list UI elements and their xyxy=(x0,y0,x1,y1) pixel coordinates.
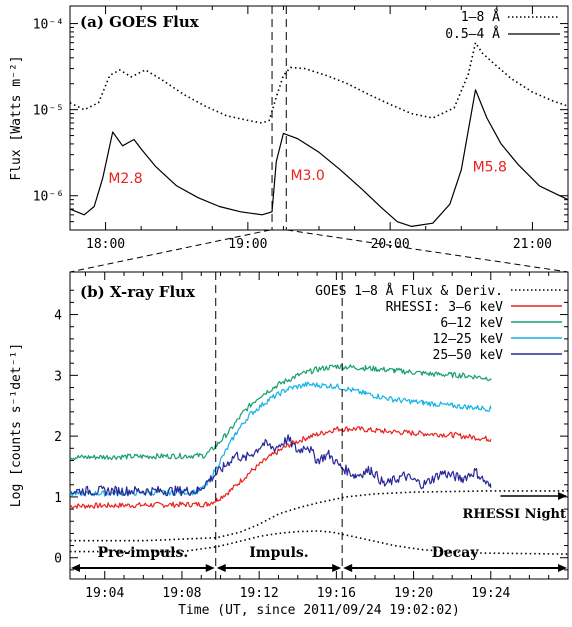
flare-annotation-1: M3.0 xyxy=(290,168,324,184)
phase-arrowhead-right-0 xyxy=(205,564,215,572)
a-xtick-label: 18:00 xyxy=(86,237,125,252)
b-xtick-label: 19:04 xyxy=(85,586,124,601)
b-ytick-label: 1 xyxy=(54,491,62,506)
b-xtick-label: 19:24 xyxy=(471,586,510,601)
zoom-line-left xyxy=(69,229,271,273)
a-series-1 xyxy=(69,89,569,227)
panel-a-x-axis: 18:00 19:00 20:00 21:00 xyxy=(69,6,569,252)
panel-a-series xyxy=(69,6,569,230)
phase-arrowhead-left-0 xyxy=(71,564,80,572)
panel-a-title: (a) GOES Flux xyxy=(80,13,200,31)
b-ytick-label: 0 xyxy=(54,552,62,567)
panel-b-legend: GOES 1–8 Å Flux & Deriv.RHESSI: 3–6 keV6… xyxy=(315,283,562,363)
legend-b-label-3: 12–25 keV xyxy=(433,332,504,347)
b-ytick-label: 4 xyxy=(54,309,62,324)
b-series-5 xyxy=(69,434,492,497)
phase-label-2: Decay xyxy=(432,545,480,561)
panel-b-series xyxy=(69,364,569,555)
panel-a-y-axis: 10⁻⁶ 10⁻⁵ 10⁻⁴ xyxy=(33,18,568,231)
b-ytick-label: 3 xyxy=(54,369,62,384)
b-xtick-label: 19:08 xyxy=(162,586,201,601)
phase-arrowhead-right-1 xyxy=(332,564,342,572)
b-series-2 xyxy=(69,426,492,509)
panel-b-y-axis: 0 1 2 3 4 xyxy=(54,289,568,571)
b-xtick-label: 19:20 xyxy=(394,586,433,601)
legend-b-label-4: 25–50 keV xyxy=(433,348,504,363)
a-ytick-label: 10⁻⁶ xyxy=(33,190,64,205)
b-xtick-label: 19:12 xyxy=(240,586,279,601)
panel-b-title: (b) X-ray Flux xyxy=(80,283,196,301)
panel-a-ylabel: Flux [Watts m⁻²] xyxy=(9,55,24,180)
panel-b-phases: Pre-impuls. Impuls. Decay xyxy=(71,272,567,579)
legend-b-label-2: 6–12 keV xyxy=(440,316,503,331)
panel-a: (a) GOES Flux Flux [Watts m⁻²] 10⁻⁶10⁻⁵1… xyxy=(9,5,569,252)
zoom-line-right xyxy=(286,229,569,273)
panel-a-annotations: M2.8 M3.0 M5.8 xyxy=(108,159,507,187)
phase-label-0: Pre-impuls. xyxy=(97,545,188,561)
panel-a-legend: 1–8 Å 0.5–4 Å xyxy=(445,9,560,42)
panel-b-xlabel: Time (UT, since 2011/09/24 19:02:02) xyxy=(178,603,460,618)
phase-arrowhead-left-1 xyxy=(216,564,226,572)
phase-label-1: Impuls. xyxy=(249,545,308,561)
b-xtick-label: 19:16 xyxy=(317,586,356,601)
phase-arrowhead-right-2 xyxy=(558,564,567,572)
a-xtick-label: 20:00 xyxy=(371,237,410,252)
flare-annotation-0: M2.8 xyxy=(108,171,142,187)
rhessi-night-arrowhead xyxy=(558,492,567,500)
flare-annotation-2: M5.8 xyxy=(473,159,507,175)
legend-b-label-0: GOES 1–8 Å Flux & Deriv. xyxy=(315,283,503,299)
panel-b-x-axis: 19:04 19:08 19:12 19:16 19:20 19:24 xyxy=(84,272,550,601)
panel-b: (b) X-ray Flux Log [counts s⁻¹det⁻¹] Tim… xyxy=(9,271,569,618)
rhessi-night-label: RHESSI Night xyxy=(463,507,566,522)
a-xtick-label: 19:00 xyxy=(228,237,267,252)
a-xtick-label: 21:00 xyxy=(513,237,552,252)
legend-a-label-1: 0.5–4 Å xyxy=(445,26,500,42)
legend-a-label-0: 1–8 Å xyxy=(461,9,500,25)
panel-b-frame xyxy=(69,271,569,580)
phase-arrowhead-left-2 xyxy=(343,564,353,572)
b-ytick-label: 2 xyxy=(54,430,62,445)
a-series-0 xyxy=(69,41,569,124)
panel-b-ylabel: Log [counts s⁻¹det⁻¹] xyxy=(9,343,24,507)
b-series-3 xyxy=(69,364,492,461)
legend-b-label-1: RHESSI: 3–6 keV xyxy=(386,300,504,315)
a-ytick-label: 10⁻⁵ xyxy=(33,104,64,119)
zoom-connectors xyxy=(69,229,569,273)
b-series-1 xyxy=(70,530,569,555)
b-series-4 xyxy=(69,381,492,497)
a-ytick-label: 10⁻⁴ xyxy=(33,18,64,33)
